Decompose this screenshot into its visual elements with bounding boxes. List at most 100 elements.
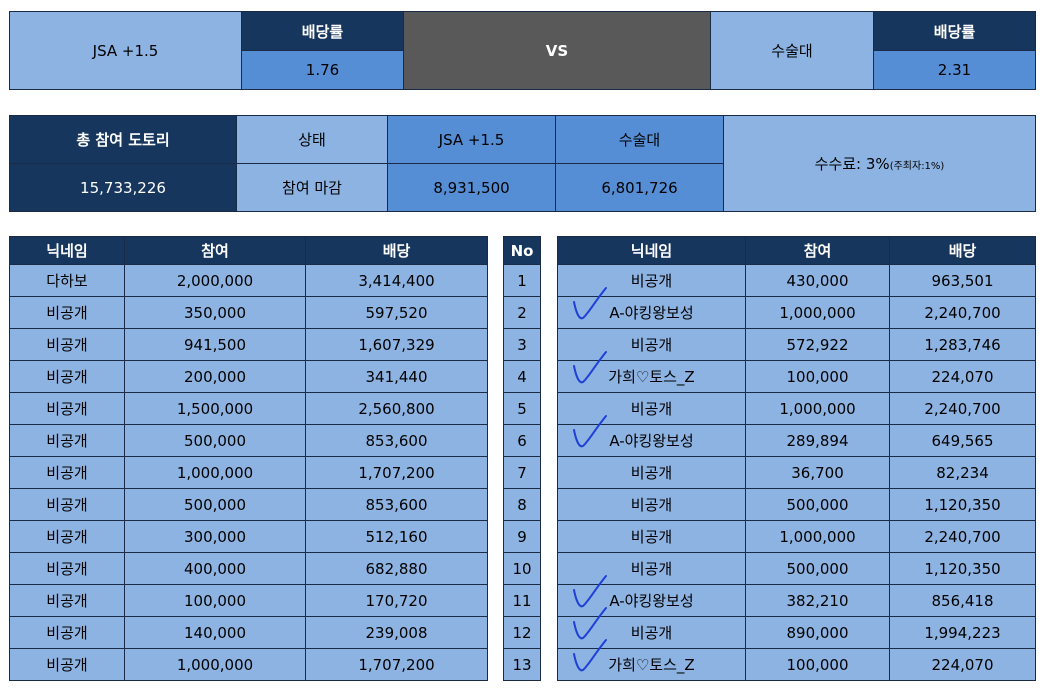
right-header-payout: 배당 [889, 236, 1036, 265]
left-nickname-cell: 비공개 [9, 328, 125, 361]
no-row: 11 [503, 584, 541, 617]
row-number: 7 [503, 456, 541, 489]
right-bet-cell: 289,894 [745, 424, 890, 457]
right-payout-cell: 82,234 [889, 456, 1036, 489]
vs-label: VS [403, 11, 711, 90]
team2-pool-label: 수술대 [555, 115, 724, 164]
row-number: 12 [503, 616, 541, 649]
left-header-nickname: 닉네임 [9, 236, 125, 265]
right-bet-cell: 100,000 [745, 360, 890, 393]
left-row: 비공개 400,000 682,880 [9, 552, 488, 585]
row-number: 4 [503, 360, 541, 393]
no-row: 1 [503, 264, 541, 297]
right-bet-cell: 1,000,000 [745, 520, 890, 553]
right-bet-cell: 430,000 [745, 264, 890, 297]
left-payout-cell: 239,008 [305, 616, 488, 649]
right-bet-cell: 500,000 [745, 552, 890, 585]
right-row: 가희♡토스_Z 100,000 224,070 [557, 648, 1036, 681]
no-row: 10 [503, 552, 541, 585]
right-row: 비공개 500,000 1,120,350 [557, 552, 1036, 585]
team2-pool-value: 6,801,726 [555, 163, 724, 212]
left-payout-cell: 597,520 [305, 296, 488, 329]
right-nickname-cell: 비공개 [557, 328, 746, 361]
left-bet-cell: 140,000 [124, 616, 306, 649]
right-row: 비공개 500,000 1,120,350 [557, 488, 1036, 521]
right-nickname-cell: A-야킹왕보성 [557, 296, 746, 329]
left-payout-cell: 682,880 [305, 552, 488, 585]
team1-name: JSA +1.5 [9, 11, 242, 90]
summary-table: 총 참여 도토리 상태 JSA +1.5 수술대 수수료: 3%(주최자:1%)… [9, 115, 1036, 212]
left-bet-cell: 2,000,000 [124, 264, 306, 297]
left-row: 비공개 300,000 512,160 [9, 520, 488, 553]
right-bet-cell: 1,000,000 [745, 296, 890, 329]
right-nickname-cell: 가희♡토스_Z [557, 648, 746, 681]
no-row: 12 [503, 616, 541, 649]
right-nickname-cell: 비공개 [557, 520, 746, 553]
total-label: 총 참여 도토리 [9, 115, 237, 164]
right-bet-cell: 572,922 [745, 328, 890, 361]
left-bet-cell: 1,000,000 [124, 648, 306, 681]
right-payout-cell: 224,070 [889, 360, 1036, 393]
left-bet-cell: 500,000 [124, 488, 306, 521]
right-row: 비공개 890,000 1,994,223 [557, 616, 1036, 649]
right-nickname-cell: A-야킹왕보성 [557, 424, 746, 457]
row-number-table: No 1 2 3 4 5 6 7 8 9 10 11 12 13 [503, 236, 541, 681]
left-header-payout: 배당 [305, 236, 488, 265]
left-row: 비공개 1,000,000 1,707,200 [9, 648, 488, 681]
row-number: 13 [503, 648, 541, 681]
left-row: 비공개 200,000 341,440 [9, 360, 488, 393]
fee-cell: 수수료: 3%(주최자:1%) [723, 115, 1036, 212]
right-bet-cell: 100,000 [745, 648, 890, 681]
right-payout-cell: 2,240,700 [889, 392, 1036, 425]
left-bet-cell: 500,000 [124, 424, 306, 457]
total-value: 15,733,226 [9, 163, 237, 212]
right-row: A-야킹왕보성 1,000,000 2,240,700 [557, 296, 1036, 329]
right-bet-cell: 36,700 [745, 456, 890, 489]
team1-pool-label: JSA +1.5 [387, 115, 556, 164]
left-row: 비공개 1,500,000 2,560,800 [9, 392, 488, 425]
left-bet-cell: 350,000 [124, 296, 306, 329]
left-row: 비공개 100,000 170,720 [9, 584, 488, 617]
right-row: A-야킹왕보성 382,210 856,418 [557, 584, 1036, 617]
left-bet-cell: 1,500,000 [124, 392, 306, 425]
left-nickname-cell: 비공개 [9, 616, 125, 649]
right-row: 비공개 36,700 82,234 [557, 456, 1036, 489]
left-bet-cell: 1,000,000 [124, 456, 306, 489]
status-label: 상태 [236, 115, 388, 164]
left-nickname-cell: 비공개 [9, 392, 125, 425]
no-row: 4 [503, 360, 541, 393]
right-nickname-cell: 비공개 [557, 552, 746, 585]
right-row: 비공개 1,000,000 2,240,700 [557, 520, 1036, 553]
right-bet-cell: 382,210 [745, 584, 890, 617]
status-value: 참여 마감 [236, 163, 388, 212]
no-header: No [503, 236, 541, 265]
right-nickname-cell: A-야킹왕보성 [557, 584, 746, 617]
right-payout-cell: 2,240,700 [889, 520, 1036, 553]
left-payout-cell: 1,707,200 [305, 648, 488, 681]
left-payout-cell: 512,160 [305, 520, 488, 553]
left-nickname-cell: 비공개 [9, 584, 125, 617]
row-number: 5 [503, 392, 541, 425]
no-row: 7 [503, 456, 541, 489]
no-row: 5 [503, 392, 541, 425]
row-number: 8 [503, 488, 541, 521]
right-nickname-cell: 비공개 [557, 616, 746, 649]
team2-bettors-table: 닉네임 참여 배당 비공개 430,000 963,501 A-야킹왕보성 1,000,… [557, 236, 1036, 681]
left-nickname-cell: 비공개 [9, 424, 125, 457]
right-payout-cell: 856,418 [889, 584, 1036, 617]
right-header-nickname: 닉네임 [557, 236, 746, 265]
row-number: 2 [503, 296, 541, 329]
right-row: 비공개 572,922 1,283,746 [557, 328, 1036, 361]
row-number: 3 [503, 328, 541, 361]
right-payout-cell: 1,283,746 [889, 328, 1036, 361]
left-row: 비공개 941,500 1,607,329 [9, 328, 488, 361]
left-nickname-cell: 비공개 [9, 456, 125, 489]
right-nickname-cell: 비공개 [557, 392, 746, 425]
left-bet-cell: 100,000 [124, 584, 306, 617]
team1-bettors-table: 닉네임 참여 배당 다하보 2,000,000 3,414,400 비공개 350,00… [9, 236, 488, 681]
right-payout-cell: 1,120,350 [889, 552, 1036, 585]
team2-odds-header: 배당률 [873, 11, 1036, 51]
right-row: 가희♡토스_Z 100,000 224,070 [557, 360, 1036, 393]
left-row: 비공개 500,000 853,600 [9, 424, 488, 457]
row-number: 11 [503, 584, 541, 617]
